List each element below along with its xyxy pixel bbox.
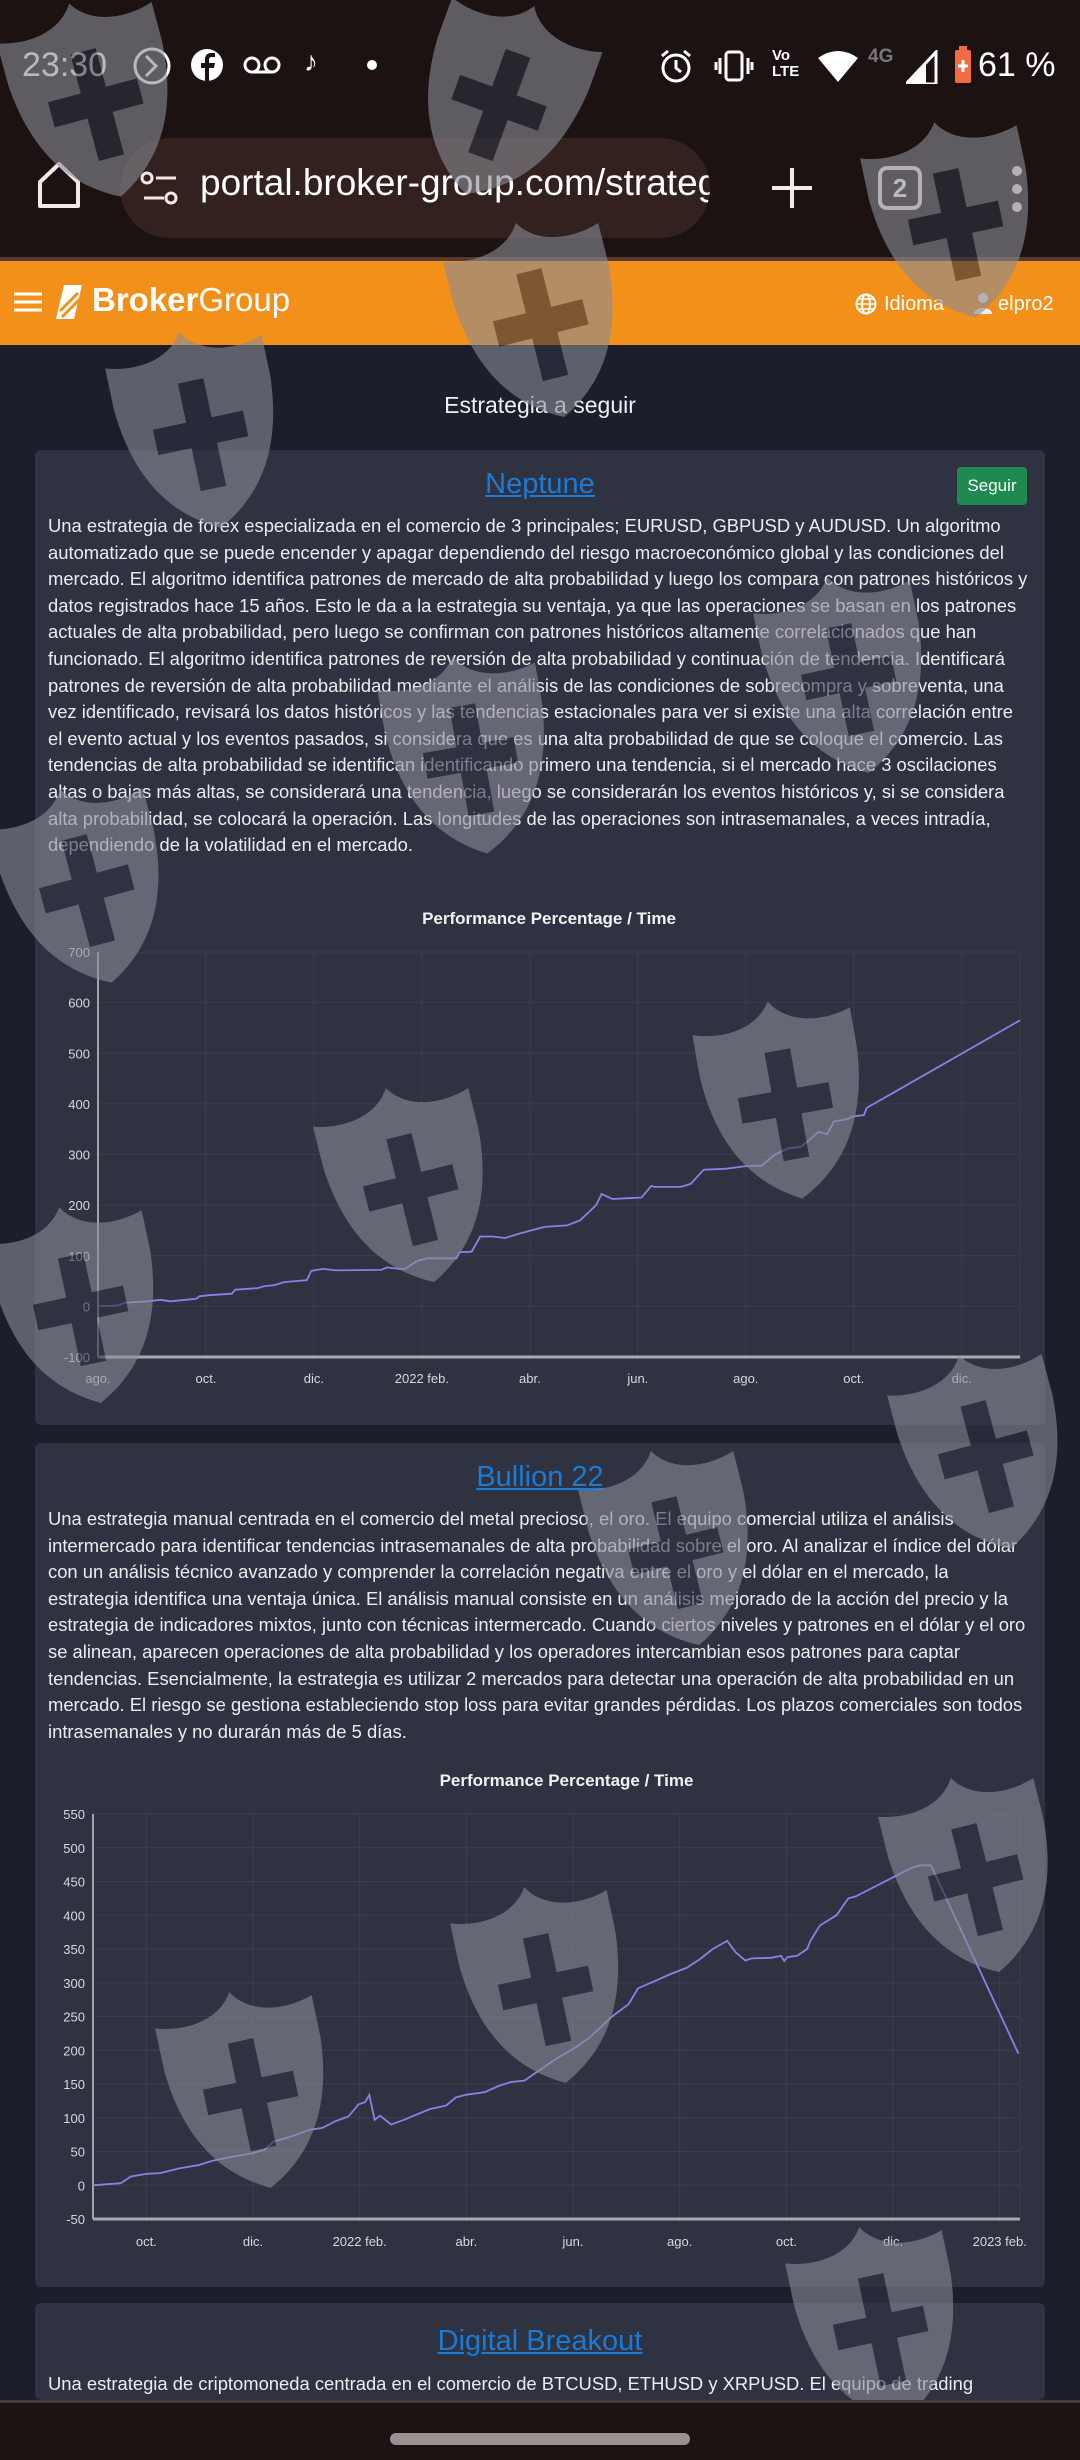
strategy-description: Una estrategia manual centrada en el com… bbox=[48, 1508, 1026, 1742]
y-tick-label: 350 bbox=[63, 1942, 85, 1957]
y-tick-label: 600 bbox=[68, 996, 90, 1011]
language-selector[interactable]: Idioma bbox=[884, 293, 945, 315]
brand-light: Group bbox=[198, 281, 291, 318]
y-tick-label: 100 bbox=[68, 1249, 90, 1264]
x-tick-label: dic. bbox=[883, 2234, 903, 2249]
y-tick-label: -50 bbox=[66, 2212, 85, 2227]
screen-cast-icon bbox=[133, 47, 171, 85]
site-header: BrokerGroup Idioma elpro2 bbox=[0, 257, 1080, 345]
status-bar: 23:30 ♪ Vo LTE 4G 61 % bbox=[0, 0, 1080, 130]
y-tick-label: 400 bbox=[63, 1908, 85, 1923]
wifi-icon bbox=[818, 51, 858, 82]
follow-button[interactable]: Seguir bbox=[957, 467, 1027, 505]
strategy-card-neptune: Neptune Seguir Una estrategia de forex e… bbox=[35, 450, 1045, 1425]
new-tab-icon[interactable] bbox=[770, 166, 814, 210]
chart-title: Performance Percentage / Time bbox=[422, 909, 676, 928]
y-tick-label: 200 bbox=[63, 2043, 85, 2058]
system-navigation-bar bbox=[0, 2400, 1080, 2460]
x-tick-label: abr. bbox=[456, 2234, 478, 2249]
x-tick-label: 2023 feb. bbox=[973, 2234, 1027, 2249]
brokergroup-logo-icon bbox=[56, 285, 82, 319]
x-tick-label: 2022 feb. bbox=[333, 2234, 387, 2249]
user-menu[interactable]: elpro2 bbox=[998, 293, 1054, 315]
y-tick-label: 550 bbox=[63, 1807, 85, 1822]
strategy-description: Una estrategia de criptomoneda centrada … bbox=[48, 2373, 974, 2394]
hamburger-menu-icon[interactable] bbox=[14, 291, 42, 313]
brand-name[interactable]: BrokerGroup bbox=[92, 281, 290, 319]
tiktok-icon: ♪ bbox=[304, 46, 318, 77]
y-tick-label: 150 bbox=[63, 2077, 85, 2092]
vibrate-icon bbox=[714, 50, 754, 82]
url-text[interactable]: portal.broker-group.com/strategies bbox=[200, 162, 710, 203]
series-line bbox=[97, 1019, 1021, 1308]
y-tick-label: 500 bbox=[68, 1046, 90, 1061]
x-tick-label: jun. bbox=[626, 1371, 648, 1386]
x-tick-label: dic. bbox=[952, 1371, 972, 1386]
strategy-title-link[interactable]: Digital Breakout bbox=[437, 2325, 643, 2357]
tab-switcher-button[interactable]: 2 bbox=[878, 166, 922, 210]
y-tick-label: 0 bbox=[83, 1299, 90, 1314]
x-tick-label: oct. bbox=[136, 2234, 157, 2249]
x-tick-label: oct. bbox=[195, 1371, 216, 1386]
performance-chart: Performance Percentage / Time -50 0 50 100 15… bbox=[63, 1771, 1027, 2249]
home-gesture-handle[interactable] bbox=[390, 2433, 690, 2445]
y-tick-label: 300 bbox=[63, 1976, 85, 1991]
x-tick-label: jun. bbox=[562, 2234, 584, 2249]
series-line bbox=[92, 1864, 1020, 2187]
x-tick-label: 2022 feb. bbox=[395, 1371, 449, 1386]
chart-title: Performance Percentage / Time bbox=[440, 1771, 694, 1790]
volte-indicator: Vo LTE bbox=[772, 47, 800, 80]
y-tick-label: 0 bbox=[78, 2178, 85, 2193]
y-tick-label: -100 bbox=[64, 1350, 90, 1365]
status-time: 23:30 bbox=[22, 46, 108, 84]
battery-level: 61 % bbox=[978, 46, 1056, 84]
strategy-title-link[interactable]: Bullion 22 bbox=[476, 1461, 604, 1493]
y-tick-label: 100 bbox=[63, 2111, 85, 2126]
y-tick-label: 200 bbox=[68, 1198, 90, 1213]
facebook-icon bbox=[191, 49, 223, 82]
user-icon bbox=[974, 293, 992, 314]
y-tick-label: 300 bbox=[68, 1148, 90, 1163]
y-tick-label: 500 bbox=[63, 1841, 85, 1856]
voicemail-icon bbox=[243, 56, 281, 74]
strategy-card-bullion-22: Bullion 22 Una estrategia manual centrad… bbox=[35, 1443, 1045, 2287]
strategy-title-link[interactable]: Neptune bbox=[485, 468, 595, 500]
y-tick-label: 700 bbox=[68, 945, 90, 960]
page-title: Estrategia a seguir bbox=[444, 392, 636, 418]
site-settings-icon[interactable] bbox=[140, 170, 180, 206]
x-tick-label: dic. bbox=[243, 2234, 263, 2249]
strategy-description: Una estrategia de forex especializada en… bbox=[48, 515, 1028, 856]
address-bar[interactable]: portal.broker-group.com/strategies bbox=[120, 138, 710, 238]
strategy-card-digital-breakout: Digital Breakout Una estrategia de cript… bbox=[35, 2303, 1045, 2400]
notification-dot-icon bbox=[367, 60, 377, 70]
brand-bold: Broker bbox=[92, 281, 199, 318]
y-tick-label: 50 bbox=[71, 2145, 85, 2160]
y-tick-label: 450 bbox=[63, 1875, 85, 1890]
network-type: 4G bbox=[868, 46, 894, 67]
x-tick-label: ago. bbox=[85, 1371, 110, 1386]
globe-icon bbox=[855, 293, 877, 315]
x-tick-label: oct. bbox=[843, 1371, 864, 1386]
home-icon[interactable] bbox=[36, 160, 82, 210]
x-tick-label: oct. bbox=[776, 2234, 797, 2249]
more-menu-icon[interactable] bbox=[1010, 164, 1024, 214]
x-tick-label: ago. bbox=[667, 2234, 692, 2249]
alarm-icon bbox=[661, 49, 691, 83]
x-tick-label: dic. bbox=[304, 1371, 324, 1386]
x-tick-label: ago. bbox=[733, 1371, 758, 1386]
y-tick-label: 400 bbox=[68, 1097, 90, 1112]
battery-icon bbox=[955, 46, 971, 83]
performance-chart: Performance Percentage / Time -100 0 100 200… bbox=[64, 909, 1021, 1386]
y-tick-label: 250 bbox=[63, 2010, 85, 2025]
x-tick-label: abr. bbox=[519, 1371, 541, 1386]
signal-icon bbox=[906, 50, 938, 84]
